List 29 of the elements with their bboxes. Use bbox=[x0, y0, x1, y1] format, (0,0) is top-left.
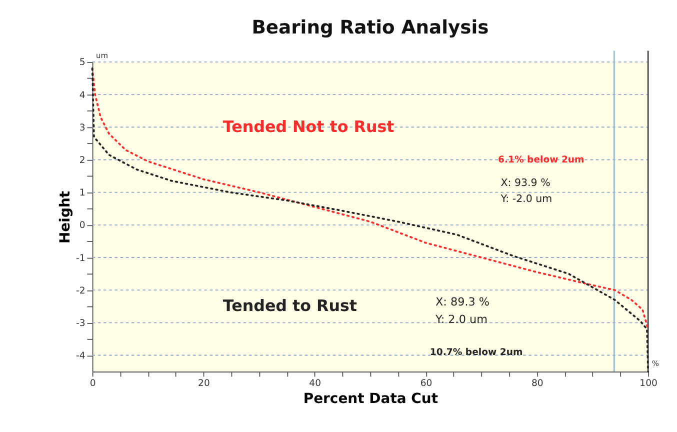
chart-title: Bearing Ratio Analysis bbox=[252, 17, 489, 38]
annotation: Y: 2.0 um bbox=[434, 313, 488, 326]
y-tick-label: -3 bbox=[76, 318, 86, 329]
x-axis-title: Percent Data Cut bbox=[303, 390, 438, 407]
annotation: 6.1% below 2um bbox=[498, 154, 584, 166]
y-tick-label: -1 bbox=[76, 252, 86, 264]
text: % bbox=[652, 358, 659, 368]
x-tick-label: 100 bbox=[640, 378, 658, 390]
text: um bbox=[96, 51, 108, 60]
annotation: Y: -2.0 um bbox=[500, 192, 552, 205]
x-tick-label: 40 bbox=[309, 378, 322, 390]
y-tick-label: -2 bbox=[76, 285, 86, 296]
text: Tended to Rust bbox=[222, 296, 358, 315]
y-tick-label: 5 bbox=[79, 57, 86, 68]
x-tick-label: 60 bbox=[420, 378, 432, 390]
y-tick-label: 3 bbox=[79, 122, 86, 134]
y-tick-label: -4 bbox=[76, 350, 86, 362]
y-tick-label: 0 bbox=[79, 220, 86, 232]
x-tick-label: 0 bbox=[90, 378, 96, 390]
y-tick-label: 4 bbox=[79, 90, 86, 101]
annotation: X: 89.3 % bbox=[435, 295, 490, 308]
y-tick-label: 2 bbox=[79, 154, 86, 166]
text: Tended Not to Rust bbox=[222, 116, 395, 136]
annotation: X: 93.9 % bbox=[500, 176, 551, 189]
annotation: 10.7% below 2um bbox=[430, 346, 523, 358]
y-axis-title: Height bbox=[58, 190, 74, 244]
x-tick-label: 80 bbox=[531, 378, 544, 390]
x-tick-label: 20 bbox=[198, 378, 210, 390]
y-tick-label: 1 bbox=[79, 188, 86, 199]
